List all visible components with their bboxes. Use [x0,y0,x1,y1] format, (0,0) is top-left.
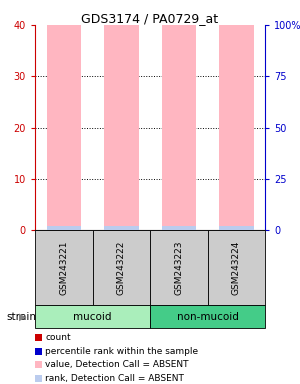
Bar [46,226,81,230]
Text: strain: strain [6,311,36,321]
Bar [35,230,92,305]
Bar [208,230,265,305]
Bar [92,230,150,305]
Text: GDS3174 / PA0729_at: GDS3174 / PA0729_at [81,12,219,25]
Bar [219,226,254,230]
Bar [219,25,254,230]
Text: GSM243222: GSM243222 [117,240,126,295]
Bar [150,230,208,305]
Text: rank, Detection Call = ABSENT: rank, Detection Call = ABSENT [45,374,184,382]
Text: GSM243221: GSM243221 [59,240,68,295]
Bar [35,305,150,328]
Bar [161,25,196,230]
Bar [150,305,265,328]
Bar [46,25,81,230]
Text: mucoid: mucoid [73,311,112,321]
Text: percentile rank within the sample: percentile rank within the sample [45,346,198,356]
Text: non-mucoid: non-mucoid [177,311,238,321]
Text: GSM243224: GSM243224 [232,240,241,295]
Text: value, Detection Call = ABSENT: value, Detection Call = ABSENT [45,360,188,369]
Bar [161,226,196,230]
Bar [104,226,139,230]
Text: GSM243223: GSM243223 [174,240,183,295]
Text: ▶: ▶ [19,311,27,321]
Text: count: count [45,333,70,342]
Bar [104,25,139,230]
